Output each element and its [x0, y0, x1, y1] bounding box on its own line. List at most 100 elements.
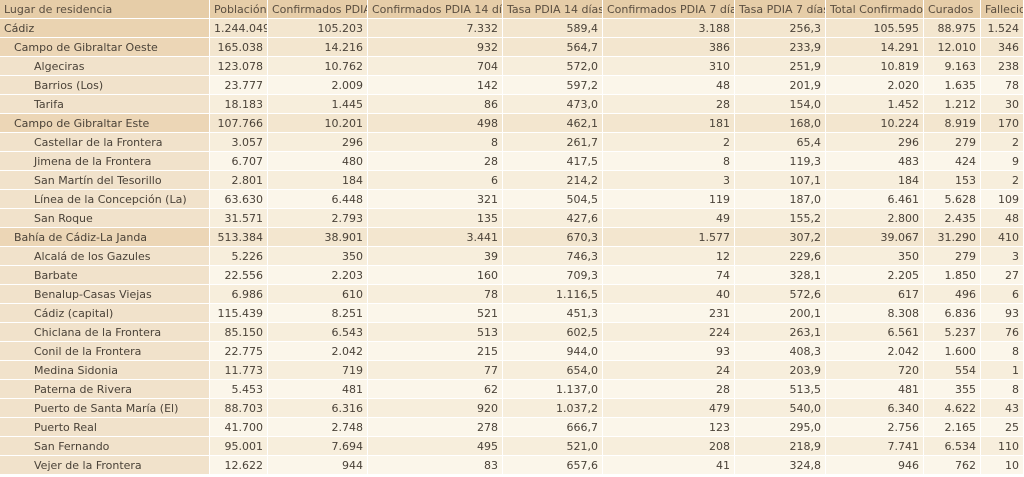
cell-confirmados-pdia: 14.216 [268, 38, 368, 57]
cell-poblacion: 12.622 [210, 456, 268, 475]
cell-confirmados-pdia-7: 386 [603, 38, 735, 57]
cell-total-confirmados: 481 [826, 380, 924, 399]
table-row: Vejer de la Frontera 12.622 944 83 657,6 41 32… [0, 456, 1024, 475]
cell-total-confirmados: 1.452 [826, 95, 924, 114]
cell-curados: 4.622 [924, 399, 981, 418]
cell-tasa-pdia-7: 155,2 [735, 209, 826, 228]
cell-poblacion: 115.439 [210, 304, 268, 323]
table-row: Barrios (Los) 23.777 2.009 142 597,2 48 201,9 2… [0, 76, 1024, 95]
header-tasa-pdia-14[interactable]: Tasa PDIA 14 días [503, 0, 603, 19]
cell-total-confirmados: 2.756 [826, 418, 924, 437]
cell-tasa-pdia-7: 201,9 [735, 76, 826, 95]
table-row: Campo de Gibraltar Oeste 165.038 14.216 932… [0, 38, 1024, 57]
table-row: Cádiz (capital) 115.439 8.251 521 451,3 231 20… [0, 304, 1024, 323]
header-lugar[interactable]: Lugar de residencia [0, 0, 210, 19]
cell-confirmados-pdia: 10.762 [268, 57, 368, 76]
cell-fallecidos: 110 [981, 437, 1024, 456]
cell-confirmados-pdia-14: 704 [368, 57, 503, 76]
cell-confirmados-pdia: 6.316 [268, 399, 368, 418]
cell-confirmados-pdia-14: 8 [368, 133, 503, 152]
cell-poblacion: 63.630 [210, 190, 268, 209]
cell-tasa-pdia-7: 107,1 [735, 171, 826, 190]
cell-lugar: Alcalá de los Gazules [0, 247, 210, 266]
cell-curados: 424 [924, 152, 981, 171]
header-tasa-pdia-7[interactable]: Tasa PDIA 7 días [735, 0, 826, 19]
cell-total-confirmados: 8.308 [826, 304, 924, 323]
cell-poblacion: 107.766 [210, 114, 268, 133]
cell-tasa-pdia-7: 154,0 [735, 95, 826, 114]
cell-curados: 1.600 [924, 342, 981, 361]
cell-tasa-pdia-7: 256,3 [735, 19, 826, 38]
cell-curados: 12.010 [924, 38, 981, 57]
cell-total-confirmados: 2.042 [826, 342, 924, 361]
cell-tasa-pdia-14: 746,3 [503, 247, 603, 266]
cell-confirmados-pdia: 1.445 [268, 95, 368, 114]
cell-confirmados-pdia-7: 40 [603, 285, 735, 304]
cell-curados: 762 [924, 456, 981, 475]
cell-curados: 496 [924, 285, 981, 304]
cell-confirmados-pdia-14: 513 [368, 323, 503, 342]
cell-poblacion: 123.078 [210, 57, 268, 76]
table-row: Puerto Real 41.700 2.748 278 666,7 123 295,0 2.… [0, 418, 1024, 437]
cell-fallecidos: 27 [981, 266, 1024, 285]
cell-confirmados-pdia-7: 181 [603, 114, 735, 133]
header-total-confirmados[interactable]: Total Confirmados [826, 0, 924, 19]
cell-confirmados-pdia: 719 [268, 361, 368, 380]
cell-confirmados-pdia-14: 498 [368, 114, 503, 133]
cell-tasa-pdia-7: 168,0 [735, 114, 826, 133]
cell-confirmados-pdia-7: 208 [603, 437, 735, 456]
cell-confirmados-pdia-14: 39 [368, 247, 503, 266]
cell-tasa-pdia-14: 589,4 [503, 19, 603, 38]
cell-confirmados-pdia-7: 74 [603, 266, 735, 285]
cell-tasa-pdia-7: 200,1 [735, 304, 826, 323]
cell-tasa-pdia-14: 521,0 [503, 437, 603, 456]
cell-tasa-pdia-14: 417,5 [503, 152, 603, 171]
header-confirmados-pdia-14[interactable]: Confirmados PDIA 14 días [368, 0, 503, 19]
cell-poblacion: 95.001 [210, 437, 268, 456]
cell-lugar: Puerto de Santa María (El) [0, 399, 210, 418]
cell-confirmados-pdia-14: 62 [368, 380, 503, 399]
cell-total-confirmados: 6.561 [826, 323, 924, 342]
cell-confirmados-pdia: 184 [268, 171, 368, 190]
cell-confirmados-pdia: 6.448 [268, 190, 368, 209]
cell-confirmados-pdia-7: 48 [603, 76, 735, 95]
cell-confirmados-pdia-14: 160 [368, 266, 503, 285]
cell-curados: 279 [924, 247, 981, 266]
cell-total-confirmados: 617 [826, 285, 924, 304]
header-confirmados-pdia[interactable]: Confirmados PDIA [268, 0, 368, 19]
cell-tasa-pdia-7: 324,8 [735, 456, 826, 475]
cell-confirmados-pdia-14: 7.332 [368, 19, 503, 38]
cell-confirmados-pdia: 38.901 [268, 228, 368, 247]
cell-tasa-pdia-7: 251,9 [735, 57, 826, 76]
cell-fallecidos: 43 [981, 399, 1024, 418]
cell-confirmados-pdia: 296 [268, 133, 368, 152]
header-poblacion[interactable]: Población [210, 0, 268, 19]
cell-total-confirmados: 2.800 [826, 209, 924, 228]
cell-fallecidos: 238 [981, 57, 1024, 76]
cell-confirmados-pdia-7: 3.188 [603, 19, 735, 38]
header-curados[interactable]: Curados [924, 0, 981, 19]
cell-confirmados-pdia-14: 77 [368, 361, 503, 380]
cell-fallecidos: 1.524 [981, 19, 1024, 38]
table-row: San Roque 31.571 2.793 135 427,6 49 155,2 2.800… [0, 209, 1024, 228]
cell-total-confirmados: 483 [826, 152, 924, 171]
cell-lugar: Jimena de la Frontera [0, 152, 210, 171]
cell-poblacion: 31.571 [210, 209, 268, 228]
header-fallecidos[interactable]: Fallecidos [981, 0, 1024, 19]
cell-tasa-pdia-14: 654,0 [503, 361, 603, 380]
table-row: Chiclana de la Frontera 85.150 6.543 513 602… [0, 323, 1024, 342]
table-row: Conil de la Frontera 22.775 2.042 215 944,0 9… [0, 342, 1024, 361]
cell-confirmados-pdia: 7.694 [268, 437, 368, 456]
cell-lugar: Barbate [0, 266, 210, 285]
cell-lugar: Barrios (Los) [0, 76, 210, 95]
cell-confirmados-pdia-7: 49 [603, 209, 735, 228]
header-confirmados-pdia-7[interactable]: Confirmados PDIA 7 días [603, 0, 735, 19]
cell-tasa-pdia-14: 462,1 [503, 114, 603, 133]
cell-total-confirmados: 10.224 [826, 114, 924, 133]
cell-curados: 554 [924, 361, 981, 380]
cell-confirmados-pdia: 481 [268, 380, 368, 399]
cell-fallecidos: 109 [981, 190, 1024, 209]
cell-tasa-pdia-7: 540,0 [735, 399, 826, 418]
cell-confirmados-pdia-7: 119 [603, 190, 735, 209]
